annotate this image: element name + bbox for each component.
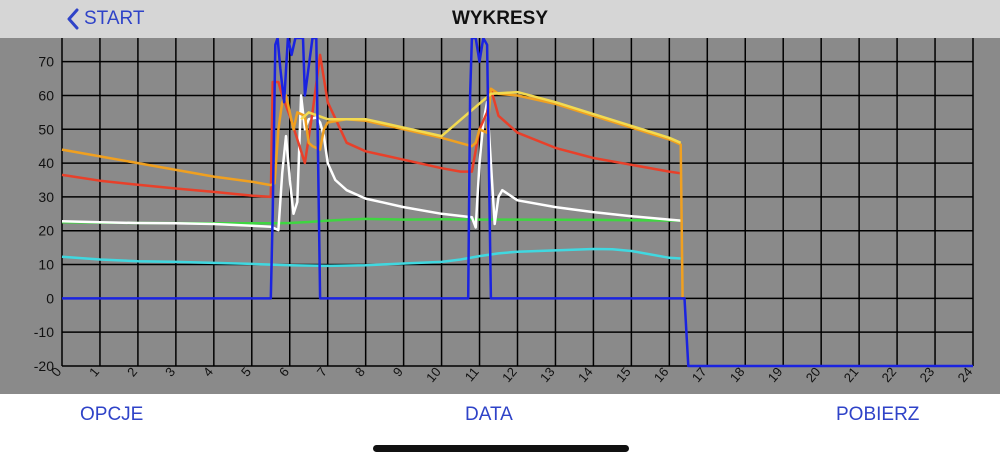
y-tick-label: 10 [38,257,54,273]
page-title: WYKRESY [451,8,549,29]
series-line-4 [61,53,681,199]
x-tick-label: 0 [48,364,64,379]
series-line-1 [61,247,681,268]
navigation-bar: START WYKRESY [0,0,1000,38]
options-button[interactable]: OPCJE [80,404,144,425]
x-tick-label: 18 [727,364,748,385]
chevron-left-icon [67,8,79,30]
x-tick-label: 10 [423,364,444,385]
x-tick-label: 23 [917,364,938,385]
download-button[interactable]: POBIERZ [836,404,920,425]
y-tick-label: 60 [38,87,54,103]
date-button[interactable]: DATA [465,404,513,425]
x-tick-label: 12 [499,364,520,385]
y-tick-label: 20 [38,223,54,239]
home-indicator [373,445,629,452]
series-line-2 [61,217,681,225]
y-tick-label: -20 [34,358,54,374]
x-tick-label: 22 [879,364,900,385]
y-tick-label: 40 [38,155,54,171]
series-line-3 [61,94,681,232]
x-tick-label: 19 [765,364,786,385]
x-tick-label: 14 [575,364,596,385]
x-tick-label: 21 [841,364,862,385]
series-line-5 [61,87,684,299]
x-tick-label: 16 [651,364,672,385]
y-tick-label: 0 [46,290,54,306]
back-button[interactable]: START [66,6,145,32]
x-tick-label: 15 [613,364,634,385]
series-line-7 [62,36,973,368]
back-label: START [84,8,145,29]
series-line-6 [300,90,682,144]
y-tick-label: 70 [38,54,54,70]
x-tick-label: 20 [803,364,824,385]
chart-area: -20 -10 0 10 20 30 40 50 60 70 0 1 2 3 4 5 6 7 8 9 10 11 12 13 1… [0,36,1000,394]
y-tick-label: 50 [38,121,54,137]
y-tick-label: -10 [34,324,54,340]
y-tick-label: 30 [38,189,54,205]
x-tick-label: 13 [537,364,558,385]
x-tick-label: 11 [462,364,482,384]
x-tick-label: 17 [689,364,710,385]
x-tick-label: 24 [955,364,976,385]
